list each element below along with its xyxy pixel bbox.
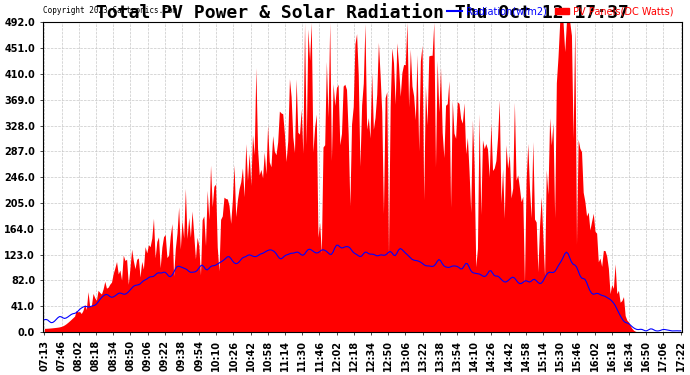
Text: Copyright 2023 Cartronics.com: Copyright 2023 Cartronics.com xyxy=(43,6,177,15)
Title: Total PV Power & Solar Radiation Thu Oct 12 17:37: Total PV Power & Solar Radiation Thu Oct… xyxy=(96,4,629,22)
Legend: Radiation(w/m2), PV Panels(DC Watts): Radiation(w/m2), PV Panels(DC Watts) xyxy=(444,3,678,20)
